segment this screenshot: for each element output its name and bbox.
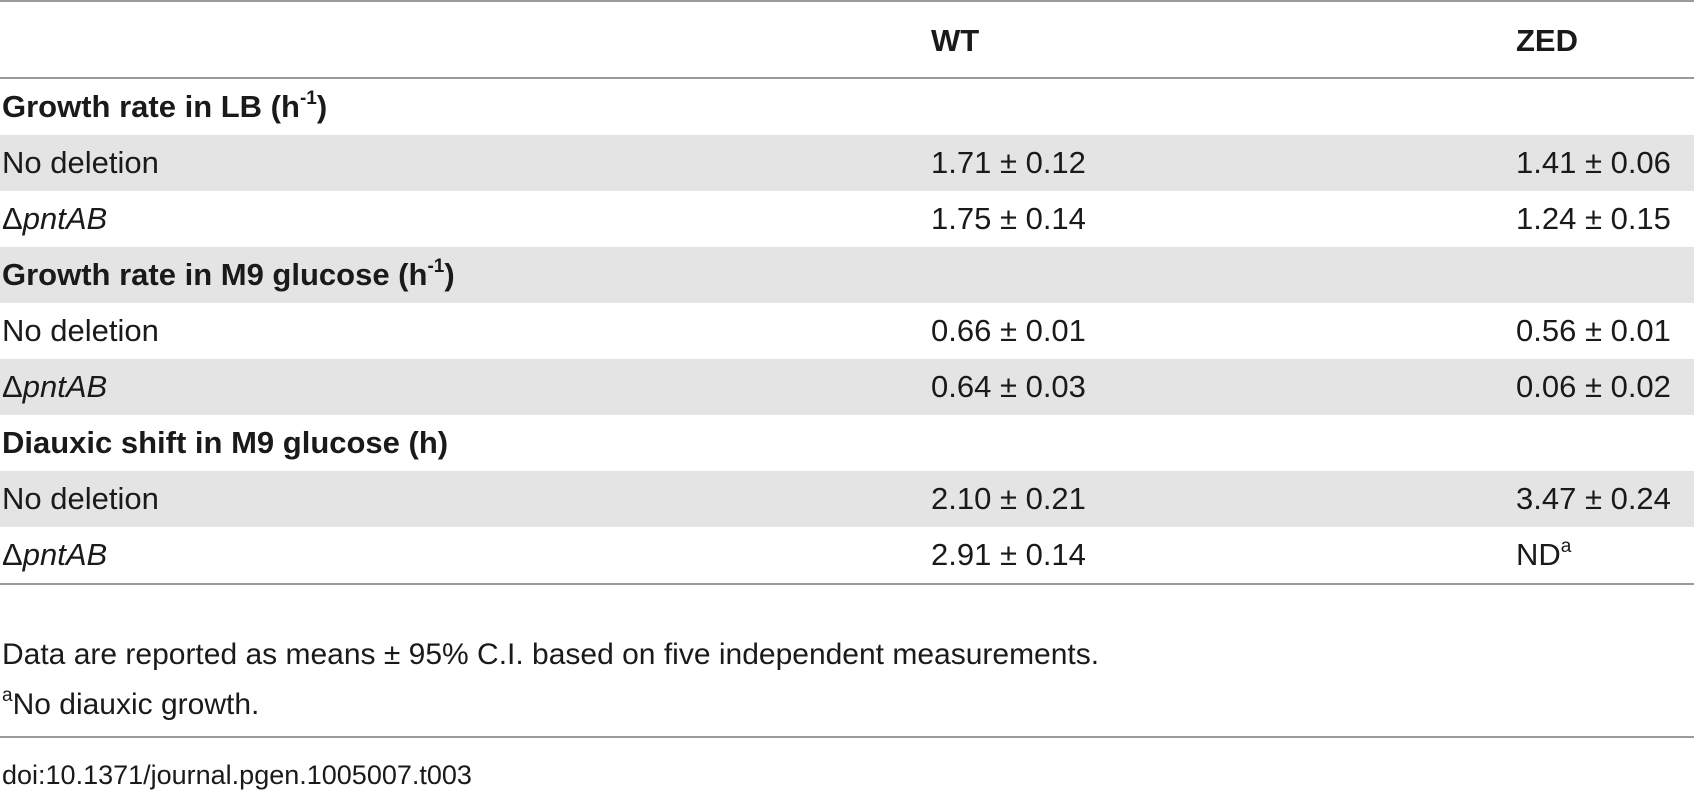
table-notes: Data are reported as means ± 95% C.I. ba… (2, 630, 1099, 730)
strain-text: No deletion (2, 481, 159, 516)
table-row: No deletion 0.66 ± 0.01 0.56 ± 0.01 (0, 303, 1694, 359)
strain-cell: ΔpntAB (2, 527, 107, 583)
strain-cell: No deletion (2, 135, 159, 191)
data-table: WT ZED Growth rate in LB (h-1) No deleti… (0, 0, 1694, 585)
zed-value: 3.47 ± 0.24 (1516, 471, 1671, 527)
wt-value: 2.10 ± 0.21 (931, 481, 1086, 516)
zed-value-text: 1.41 ± 0.06 (1516, 145, 1671, 180)
strain-italic: pntAB (22, 537, 108, 572)
section-title-end: ) (316, 89, 328, 124)
table-row: No deletion 2.10 ± 0.21 3.47 ± 0.24 (0, 471, 1694, 527)
section-title: Diauxic shift in M9 glucose (h) (2, 415, 448, 471)
zed-value: 1.24 ± 0.15 (1516, 191, 1671, 247)
table-bottom-rule (0, 583, 1694, 585)
note-line-ci: Data are reported as means ± 95% C.I. ba… (2, 638, 1100, 671)
zed-value-text: 0.06 ± 0.02 (1516, 369, 1671, 404)
note-text: No diauxic growth. (12, 688, 260, 721)
header-cell-zed: ZED (1516, 23, 1578, 58)
wt-value: 2.91 ± 0.14 (931, 537, 1086, 572)
table-header-row: WT ZED (0, 2, 1694, 77)
table-row: ΔpntAB 1.75 ± 0.14 1.24 ± 0.15 (0, 191, 1694, 247)
section-title-sup: -1 (427, 255, 445, 277)
strain-prefix: Δ (2, 201, 23, 236)
strain-italic: pntAB (22, 369, 108, 404)
zed-value-text: ND (1516, 537, 1561, 572)
section-row-growth-lb: Growth rate in LB (h-1) (0, 79, 1694, 135)
wt-value: 1.71 ± 0.12 (931, 145, 1086, 180)
section-title-text: Diauxic shift in M9 glucose (h) (2, 425, 449, 460)
wt-value: 1.75 ± 0.14 (931, 201, 1086, 236)
zed-value-text: 0.56 ± 0.01 (1516, 313, 1671, 348)
zed-value: 0.56 ± 0.01 (1516, 303, 1671, 359)
doi-text: doi:10.1371/journal.pgen.1005007.t003 (2, 760, 472, 790)
zed-value: 0.06 ± 0.02 (1516, 359, 1671, 415)
section-title-sup: -1 (299, 87, 317, 109)
section-title-end: ) (444, 257, 455, 292)
section-title: Growth rate in LB (h-1) (2, 79, 327, 135)
table-top-rule (0, 0, 1694, 2)
zed-value: NDa (1516, 527, 1571, 583)
zed-value-sup: a (1560, 535, 1572, 557)
table-row: ΔpntAB 0.64 ± 0.03 0.06 ± 0.02 (0, 359, 1694, 415)
note-line-nd: aNo diauxic growth. (2, 680, 1099, 730)
strain-text: No deletion (2, 145, 159, 180)
footer-rule (0, 736, 1694, 738)
section-row-diauxic-shift: Diauxic shift in M9 glucose (h) (0, 415, 1694, 471)
zed-value-text: 3.47 ± 0.24 (1516, 481, 1671, 516)
header-cell-wt: WT (931, 23, 980, 58)
wt-value: 0.66 ± 0.01 (931, 313, 1086, 348)
strain-cell: ΔpntAB (2, 359, 107, 415)
strain-prefix: Δ (2, 369, 23, 404)
section-title-text: Growth rate in M9 glucose (h (2, 257, 428, 292)
strain-text: No deletion (2, 313, 159, 348)
section-title: Growth rate in M9 glucose (h-1) (2, 247, 455, 303)
strain-prefix: Δ (2, 537, 23, 572)
strain-cell: No deletion (2, 471, 159, 527)
zed-value-text: 1.24 ± 0.15 (1516, 201, 1671, 236)
wt-value: 0.64 ± 0.03 (931, 369, 1086, 404)
section-row-growth-m9: Growth rate in M9 glucose (h-1) (0, 247, 1694, 303)
strain-italic: pntAB (22, 201, 108, 236)
table-header-rule (0, 77, 1694, 79)
table-row: ΔpntAB 2.91 ± 0.14 NDa (0, 527, 1694, 583)
strain-cell: ΔpntAB (2, 191, 107, 247)
section-title-text: Growth rate in LB (h (2, 89, 300, 124)
strain-cell: No deletion (2, 303, 159, 359)
note-sup: a (2, 685, 13, 706)
table-row: No deletion 1.71 ± 0.12 1.41 ± 0.06 (0, 135, 1694, 191)
zed-value: 1.41 ± 0.06 (1516, 135, 1671, 191)
